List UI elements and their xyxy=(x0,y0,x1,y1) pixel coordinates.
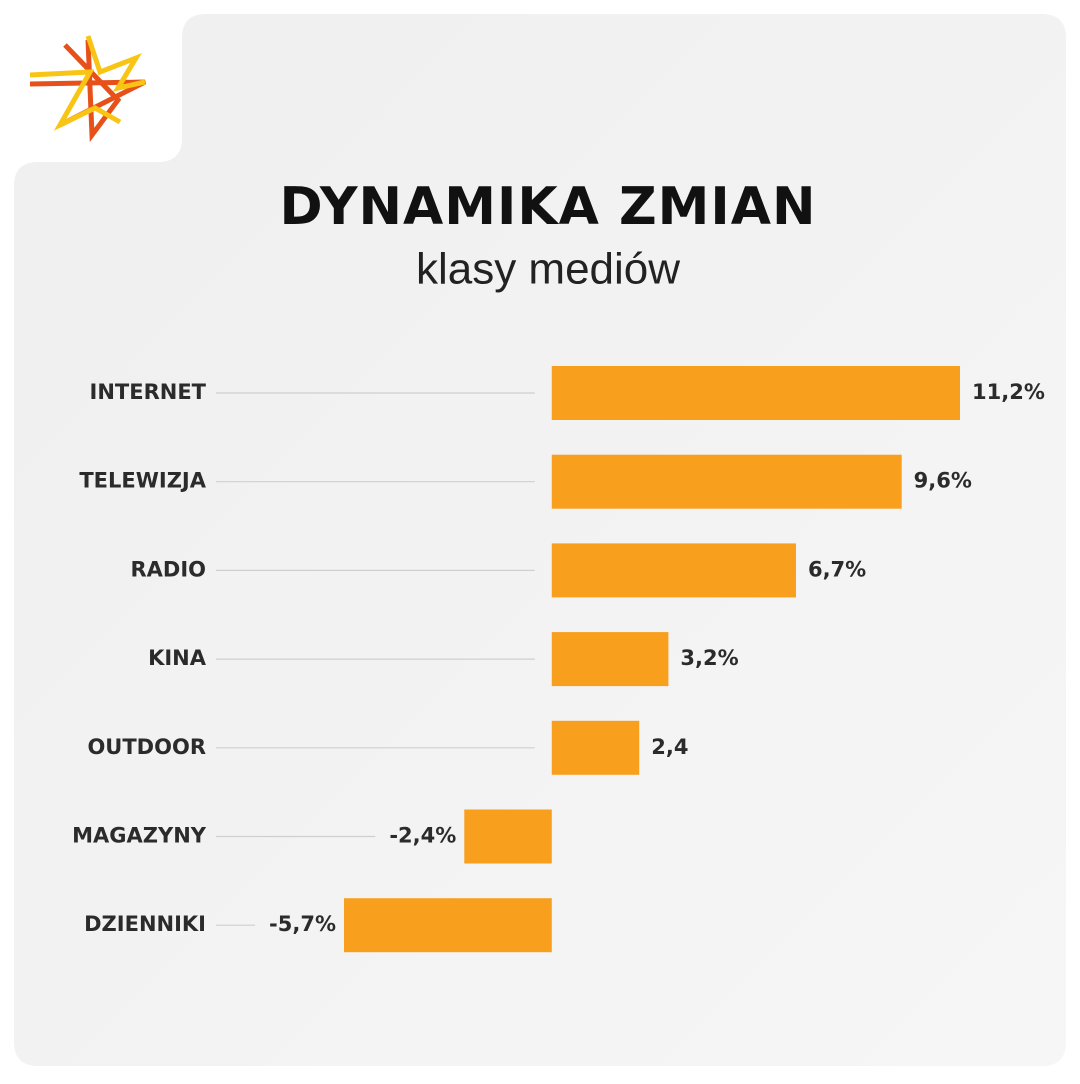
bar xyxy=(551,543,796,598)
category-label: RADIO xyxy=(130,557,206,581)
value-label: 3,2% xyxy=(680,646,738,670)
bar xyxy=(344,898,552,953)
bar xyxy=(551,720,640,775)
chart-title: DYNAMIKA ZMIAN xyxy=(279,177,816,237)
value-label: 11,2% xyxy=(972,380,1045,404)
value-label: -5,7% xyxy=(269,912,336,936)
category-label: TELEWIZJA xyxy=(79,469,206,493)
category-label: OUTDOOR xyxy=(87,735,206,759)
category-label: INTERNET xyxy=(90,380,207,404)
bar xyxy=(551,454,902,509)
chart-subtitle: klasy mediów xyxy=(416,245,680,294)
logo xyxy=(29,35,147,143)
category-label: MAGAZYNY xyxy=(72,824,207,848)
value-label: -2,4% xyxy=(389,824,456,848)
bar xyxy=(551,632,669,687)
category-label: DZIENNIKI xyxy=(84,912,206,936)
card-background xyxy=(14,14,1066,1066)
category-label: KINA xyxy=(148,646,207,670)
bar xyxy=(464,809,552,864)
value-label: 2,4 xyxy=(651,735,688,759)
value-label: 6,7% xyxy=(808,557,866,581)
bar xyxy=(551,366,960,420)
value-label: 9,6% xyxy=(914,469,972,493)
